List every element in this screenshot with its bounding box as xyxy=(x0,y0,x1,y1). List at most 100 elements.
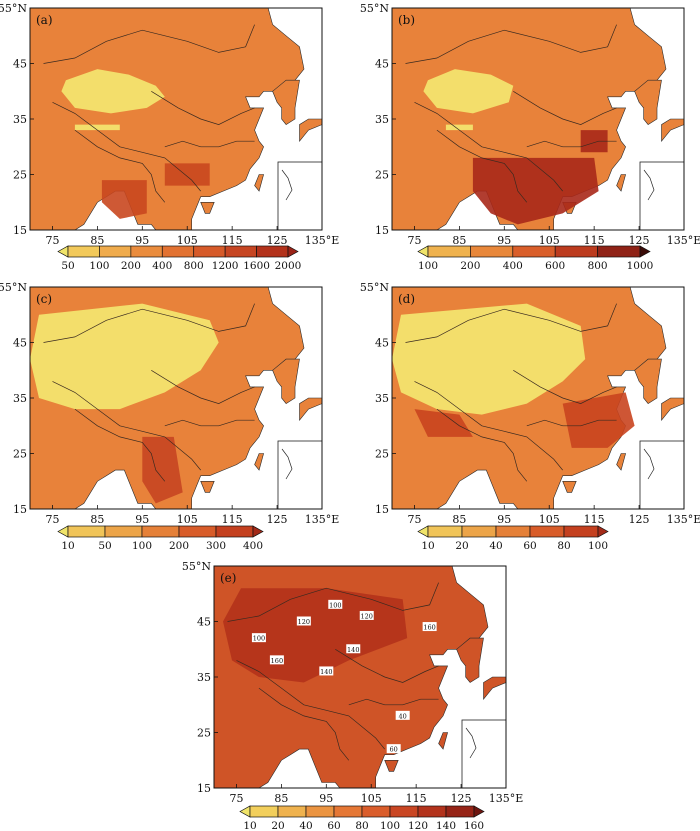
contour-label-box xyxy=(251,633,266,643)
border-line xyxy=(513,91,617,125)
colorbar-segment xyxy=(529,525,565,538)
border-line xyxy=(405,24,617,64)
lon-tick-label: 135°E xyxy=(305,234,340,247)
colorbar-segment xyxy=(99,245,132,258)
lat-tick-label: 15 xyxy=(13,224,27,237)
land-shape xyxy=(384,759,399,772)
panel-label: (c) xyxy=(36,292,52,306)
colorbar-label: 50 xyxy=(61,260,74,272)
land-shape xyxy=(661,118,684,143)
contour-label: 140 xyxy=(320,668,332,676)
lon-tick-label: 115 xyxy=(584,234,605,247)
map-field-d xyxy=(392,287,684,509)
lat-tick-label: 15 xyxy=(375,224,389,237)
border-line xyxy=(236,660,385,750)
colorbar-high-arrow xyxy=(473,805,485,818)
colorbar-segment xyxy=(563,525,599,538)
lon-tick-label: 85 xyxy=(452,234,466,247)
contour-label: 100 xyxy=(329,601,341,609)
colorbar-label: 1200 xyxy=(212,260,239,272)
lon-tick-label: 105 xyxy=(177,513,198,526)
lat-tick-label: 35 xyxy=(375,113,389,126)
colorbar-segment xyxy=(277,805,307,818)
lat-tick-label: 55°N xyxy=(360,281,389,294)
colorbar-label: 100 xyxy=(89,260,109,272)
colorbar-low-arrow xyxy=(57,245,69,258)
lon-tick-label: 75 xyxy=(407,513,421,526)
panel-label: (a) xyxy=(36,13,53,27)
lon-tick-label: 95 xyxy=(319,792,333,805)
colorbar-label: 50 xyxy=(98,540,111,552)
low-value-area xyxy=(392,303,586,415)
panel-label: (e) xyxy=(220,571,236,585)
colorbar-label: 40 xyxy=(489,540,502,552)
colorbar-segment xyxy=(597,245,641,258)
contour-label-box xyxy=(346,644,361,654)
contour-label-box xyxy=(395,710,410,720)
lat-tick-label: 35 xyxy=(197,671,211,684)
colorbar-segment xyxy=(67,245,100,258)
colorbar-segment xyxy=(224,245,257,258)
colorbar-segment xyxy=(427,525,463,538)
land-shape xyxy=(661,397,684,422)
inset-map xyxy=(277,161,322,230)
colorbar-segment xyxy=(193,245,226,258)
colorbar-segment xyxy=(104,525,143,538)
lon-tick-label: 105 xyxy=(361,792,382,805)
lon-tick-label: 105 xyxy=(539,234,560,247)
colorbar-label: 100 xyxy=(132,540,152,552)
lon-tick-label: 85 xyxy=(452,513,466,526)
contour-label: 160 xyxy=(271,657,283,665)
lon-tick-label: 75 xyxy=(229,792,243,805)
lon-tick-label: 85 xyxy=(90,513,104,526)
colorbar-low-arrow xyxy=(57,525,69,538)
border-line xyxy=(52,381,201,471)
lon-tick-label: 85 xyxy=(90,234,104,247)
map-panel-e: (e) 55°N 45 35 25 15 75 85 95 105 115 125 135°E 100 12… xyxy=(182,560,523,805)
lon-tick-label: 125 xyxy=(451,792,472,805)
lon-tick-label: 105 xyxy=(177,234,198,247)
colorbar-label: 400 xyxy=(243,540,263,552)
colorbar-label: 100 xyxy=(588,540,608,552)
land-shape xyxy=(562,480,577,493)
border-line xyxy=(335,649,439,683)
colorbar-high-arrow xyxy=(639,245,651,258)
border-line xyxy=(43,24,255,64)
contour-label: 160 xyxy=(423,624,435,632)
panel-label: (b) xyxy=(398,13,415,27)
contour-label: 120 xyxy=(298,618,310,626)
colorbar-c: 10 50 100 200 300 400 xyxy=(57,525,264,552)
colorbar-segment xyxy=(67,525,106,538)
map-field-b xyxy=(392,8,684,230)
lat-tick-label: 35 xyxy=(13,392,27,405)
colorbar-label: 100 xyxy=(418,260,438,272)
colorbar-segment xyxy=(161,245,195,258)
map-panel-b: (b) 55°N 45 35 25 15 75 85 95 105 115 125 135°E xyxy=(360,2,700,247)
lon-tick-label: 125 xyxy=(267,234,288,247)
lon-tick-label: 95 xyxy=(497,234,511,247)
lon-tick-label: 105 xyxy=(539,513,560,526)
colorbar-segment xyxy=(256,245,289,258)
land-shape xyxy=(634,358,662,404)
colorbar-segment xyxy=(361,805,391,818)
lon-tick-label: 125 xyxy=(267,513,288,526)
colorbar-high-arrow xyxy=(597,525,609,538)
colorbar-segment xyxy=(130,245,163,258)
border-line xyxy=(74,129,166,203)
colorbar-label: 40 xyxy=(299,820,312,831)
map-field-e xyxy=(214,566,506,788)
lon-tick-label: 135°E xyxy=(667,513,700,526)
colorbar-segment xyxy=(427,245,471,258)
colorbar-label: 10 xyxy=(421,540,434,552)
low-value-area xyxy=(445,124,473,131)
contour-label: 140 xyxy=(347,646,359,654)
border-line xyxy=(258,687,350,761)
colorbar-segment xyxy=(333,805,363,818)
colorbar-label: 10 xyxy=(61,540,74,552)
contour-label: 120 xyxy=(361,612,373,620)
lat-tick-label: 45 xyxy=(13,337,27,350)
lat-tick-label: 45 xyxy=(375,337,389,350)
lat-tick-label: 25 xyxy=(375,448,389,461)
colorbar-label: 80 xyxy=(557,540,570,552)
border-line xyxy=(74,408,166,482)
